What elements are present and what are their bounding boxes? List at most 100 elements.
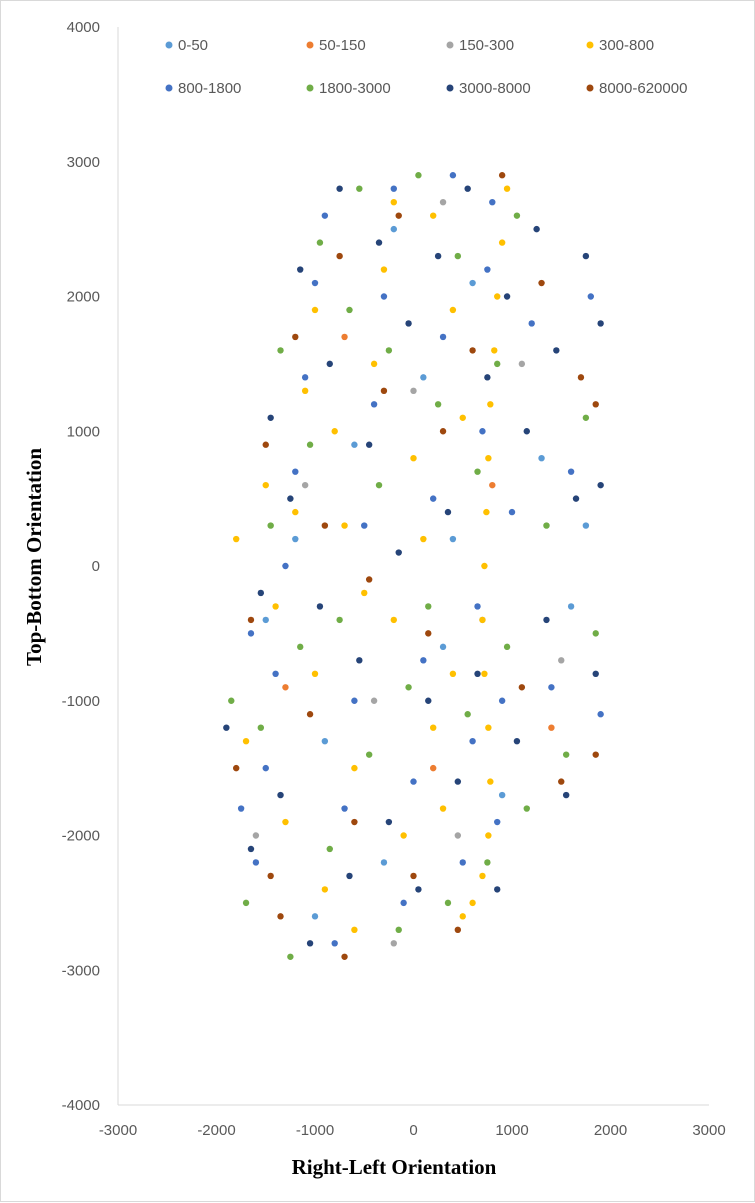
data-point xyxy=(481,670,488,677)
y-tick-label: -3000 xyxy=(62,962,100,979)
legend-marker xyxy=(306,41,314,49)
data-point xyxy=(592,751,599,758)
data-point xyxy=(341,333,348,341)
data-point xyxy=(503,293,511,300)
data-point xyxy=(375,239,383,246)
legend-item: 50-150 xyxy=(306,37,366,54)
data-point xyxy=(351,697,358,704)
data-point xyxy=(582,414,590,421)
data-point xyxy=(485,455,492,462)
data-point xyxy=(592,670,599,677)
data-point xyxy=(292,508,299,516)
data-point xyxy=(582,252,590,260)
data-point xyxy=(439,805,447,812)
data-point xyxy=(292,468,299,475)
data-point xyxy=(548,724,555,731)
data-point xyxy=(351,764,358,772)
data-point xyxy=(494,818,501,826)
data-point xyxy=(503,643,511,651)
data-point xyxy=(301,481,309,489)
data-point xyxy=(233,764,240,772)
data-point xyxy=(487,401,494,408)
data-point xyxy=(311,279,319,287)
data-point xyxy=(415,172,422,179)
y-axis-title: Top-Bottom Orientation xyxy=(22,448,46,666)
data-points xyxy=(223,172,604,960)
data-point xyxy=(282,684,289,691)
data-point xyxy=(420,535,427,543)
data-point xyxy=(410,872,417,880)
data-point xyxy=(262,764,269,772)
y-tick-label: 1000 xyxy=(67,423,100,440)
data-point xyxy=(558,778,565,785)
data-point xyxy=(562,751,570,758)
data-point xyxy=(272,670,279,677)
data-point xyxy=(474,603,481,610)
data-point xyxy=(282,562,289,570)
legend-item: 3000-8000 xyxy=(446,80,531,97)
series-800-1800 xyxy=(237,172,604,947)
data-point xyxy=(454,252,462,260)
data-point xyxy=(449,306,457,314)
data-point xyxy=(341,805,348,812)
data-point xyxy=(297,643,304,651)
x-tick-label: 1000 xyxy=(495,1122,528,1139)
data-point xyxy=(400,832,407,839)
data-point xyxy=(311,306,319,314)
y-tick-label: -4000 xyxy=(62,1097,100,1114)
data-point xyxy=(301,387,309,395)
data-point xyxy=(267,872,274,880)
data-point xyxy=(444,508,452,516)
data-point xyxy=(405,320,412,327)
data-point xyxy=(297,266,304,273)
data-point xyxy=(484,859,491,866)
series-1800-3000 xyxy=(228,172,599,960)
y-tick-label: 4000 xyxy=(67,19,100,36)
data-point xyxy=(336,252,343,260)
data-point xyxy=(483,508,490,516)
data-point xyxy=(469,737,476,745)
y-tick-label: 3000 xyxy=(67,154,100,171)
data-point xyxy=(469,899,476,907)
y-tick-label: -2000 xyxy=(62,828,100,845)
data-point xyxy=(425,603,432,610)
data-point xyxy=(326,845,333,853)
data-point xyxy=(459,859,466,866)
x-tick-label: 3000 xyxy=(692,1122,725,1139)
data-point xyxy=(351,818,358,826)
y-tick-label: -1000 xyxy=(62,693,100,710)
data-point xyxy=(346,872,353,880)
data-point xyxy=(326,360,333,368)
data-point xyxy=(430,212,437,219)
data-point xyxy=(491,347,498,354)
data-point xyxy=(410,387,417,395)
x-tick-label: 0 xyxy=(409,1122,417,1139)
legend-label: 3000-8000 xyxy=(459,80,531,97)
axes: -3000 -2000 -1000 0 1000 2000 3000 4000 3000 2000… xyxy=(62,19,726,1139)
series-3000-8000 xyxy=(223,185,604,947)
data-point xyxy=(479,872,486,880)
data-point xyxy=(479,616,486,624)
data-point xyxy=(277,791,284,799)
data-point xyxy=(494,360,501,368)
data-point xyxy=(277,913,284,920)
legend-item: 0-50 xyxy=(165,37,208,54)
data-point xyxy=(518,684,526,691)
data-point xyxy=(277,347,284,354)
data-point xyxy=(287,953,294,960)
data-point xyxy=(361,522,368,529)
data-point xyxy=(247,616,255,624)
data-point xyxy=(405,684,412,691)
x-tick-label: -2000 xyxy=(197,1122,235,1139)
data-point xyxy=(316,603,324,610)
data-point xyxy=(262,616,269,624)
data-point xyxy=(474,670,481,677)
data-point xyxy=(410,455,417,462)
legend-marker xyxy=(446,84,454,92)
data-point xyxy=(597,320,604,327)
data-point xyxy=(410,778,417,785)
data-point xyxy=(485,832,492,839)
data-point xyxy=(498,791,506,799)
legend-label: 800-1800 xyxy=(178,80,241,97)
data-point xyxy=(267,522,274,529)
